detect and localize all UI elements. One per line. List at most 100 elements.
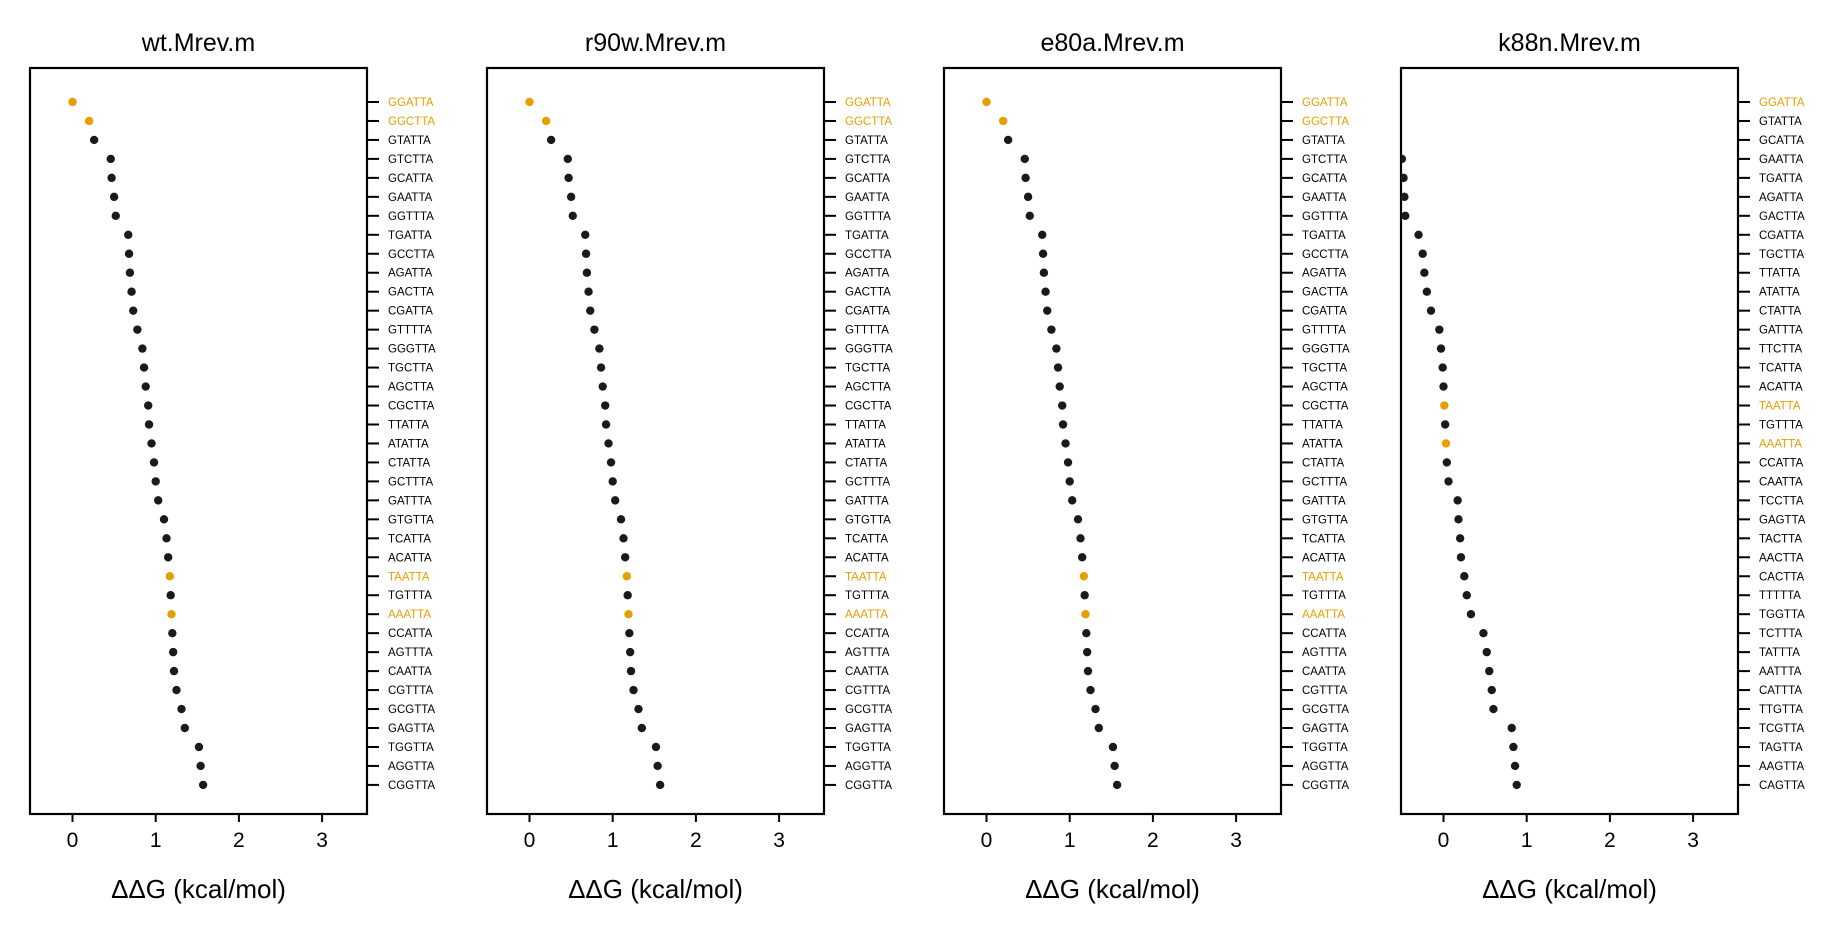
data-point — [151, 477, 160, 486]
data-point — [1052, 344, 1061, 353]
data-point — [159, 515, 169, 524]
sequence-label: TGGTTA — [1759, 609, 1805, 621]
sequence-label: AATTTA — [1759, 666, 1802, 678]
points-group — [68, 97, 208, 790]
data-point — [165, 572, 175, 581]
data-point — [68, 97, 77, 107]
sequence-label: TCATTA — [845, 533, 888, 545]
axes-frame — [28, 66, 369, 816]
data-point — [129, 306, 138, 315]
sequence-label: CCATTA — [1759, 457, 1804, 469]
sequence-label: TGGTTA — [845, 742, 891, 754]
sequence-label: AGGTTA — [845, 761, 892, 773]
sequence-label: AAATTA — [1759, 438, 1802, 450]
sequence-label: GTGTTA — [845, 514, 891, 526]
sequence-label: CGCTTA — [845, 401, 892, 413]
sequence-label: TGGTTA — [1302, 742, 1348, 754]
x-tick-label: 3 — [1230, 829, 1242, 852]
sequence-label: GGCTTA — [388, 116, 435, 128]
sequence-label: GAGTTA — [845, 723, 892, 735]
sequence-label: TGTTTA — [1302, 590, 1346, 602]
data-point — [89, 135, 99, 145]
sequence-label: GTATTA — [388, 135, 431, 147]
x-tick-label: 2 — [233, 829, 245, 852]
sequence-label: CTATTA — [1759, 306, 1801, 318]
data-point — [147, 439, 156, 448]
sequence-label: CGATTA — [1759, 230, 1804, 242]
sequence-label: TGTTTA — [845, 590, 889, 602]
sequence-label: GTCTTA — [845, 154, 890, 166]
sequence-label: TGATTA — [388, 230, 432, 242]
sequence-label: GAGTTA — [1302, 723, 1349, 735]
sequence-label: GAATTA — [1302, 192, 1347, 204]
sequence-label: ACATTA — [1302, 552, 1346, 564]
data-point — [1414, 230, 1423, 239]
chart-title: r90w.Mrev.m — [585, 29, 726, 57]
sequence-label: GTATTA — [1759, 116, 1802, 128]
data-point — [1061, 439, 1070, 448]
sequence-label: AAATTA — [388, 609, 431, 621]
data-point — [1038, 249, 1048, 258]
data-point — [568, 211, 577, 221]
x-tick-label: 1 — [607, 829, 619, 852]
sequence-label: GATTTA — [1302, 495, 1346, 507]
sequence-label: GCATTA — [1302, 173, 1347, 185]
sequence-label: GTATTA — [845, 135, 888, 147]
sequence-label: AGTTTA — [1302, 647, 1347, 659]
data-point — [1083, 666, 1093, 676]
x-tick-label: 3 — [1687, 829, 1699, 852]
x-axis-label: ΔΔG (kcal/mol) — [111, 874, 286, 904]
data-point — [620, 553, 630, 562]
chart-title: e80a.Mrev.m — [1040, 29, 1184, 57]
data-point — [584, 287, 593, 296]
sequence-label: GCGTTA — [1302, 704, 1349, 716]
data-point — [1489, 704, 1498, 714]
data-point — [616, 515, 626, 524]
x-axis-label: ΔΔG (kcal/mol) — [1482, 874, 1657, 904]
data-point — [1440, 420, 1450, 429]
data-point — [655, 780, 665, 790]
sequence-label: GTCTTA — [388, 154, 433, 166]
data-point — [1079, 572, 1089, 581]
data-point — [1444, 477, 1453, 486]
data-point — [1094, 723, 1104, 733]
data-point — [144, 401, 153, 410]
data-point — [634, 704, 643, 714]
x-tick-label: 0 — [1438, 829, 1450, 852]
data-point — [1422, 287, 1432, 296]
data-point — [625, 647, 635, 657]
x-tick-label: 2 — [1147, 829, 1159, 852]
data-point — [1063, 458, 1073, 467]
sequence-label: TGTTTA — [388, 590, 432, 602]
data-point — [1401, 154, 1407, 164]
data-point — [1440, 401, 1449, 410]
data-point — [163, 553, 173, 562]
sequence-label: GCTTTA — [845, 476, 890, 488]
data-point — [168, 628, 177, 638]
data-point — [194, 742, 204, 752]
data-point — [1081, 609, 1090, 619]
sequence-label: TAATTA — [1302, 571, 1344, 583]
sequence-label: AGCTTA — [845, 382, 891, 394]
sequence-label: TTATTA — [388, 419, 429, 431]
sequence-label: GAGTTA — [1759, 514, 1806, 526]
data-point — [1058, 420, 1068, 429]
data-point — [1058, 401, 1067, 410]
sequence-label: CGATTA — [1302, 306, 1347, 318]
sequence-label: GGATTA — [388, 97, 434, 109]
data-point — [625, 628, 634, 638]
x-tick-label: 3 — [773, 829, 785, 852]
data-point — [1055, 382, 1064, 391]
data-point — [1110, 761, 1119, 771]
sequence-label: GACTTA — [845, 287, 891, 299]
x-tick-label: 3 — [316, 829, 328, 852]
x-tick-label: 0 — [67, 829, 79, 852]
data-point — [601, 420, 611, 429]
sequence-label: GGATTA — [1302, 97, 1348, 109]
data-point — [1453, 496, 1462, 505]
data-point — [624, 609, 633, 619]
points-group — [525, 97, 665, 790]
sequence-label: ATATTA — [388, 438, 429, 450]
sequence-label: TACTTA — [1759, 533, 1802, 545]
sequence-label: GCGTTA — [845, 704, 892, 716]
